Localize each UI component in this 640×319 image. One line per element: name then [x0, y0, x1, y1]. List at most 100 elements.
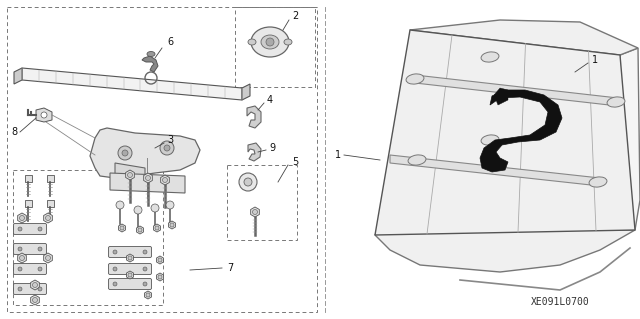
Ellipse shape: [251, 27, 289, 57]
Polygon shape: [375, 30, 635, 235]
Polygon shape: [143, 173, 152, 183]
Circle shape: [33, 298, 38, 302]
Ellipse shape: [589, 177, 607, 187]
Text: 4: 4: [267, 95, 273, 105]
Polygon shape: [620, 48, 640, 230]
FancyBboxPatch shape: [13, 263, 47, 275]
Circle shape: [127, 173, 132, 177]
Circle shape: [128, 256, 132, 260]
Polygon shape: [47, 175, 54, 182]
Text: 9: 9: [269, 143, 275, 153]
Polygon shape: [110, 173, 185, 193]
FancyBboxPatch shape: [13, 243, 47, 255]
Polygon shape: [494, 88, 508, 105]
Circle shape: [19, 256, 24, 261]
Text: 5: 5: [292, 157, 298, 167]
Polygon shape: [47, 200, 54, 207]
Circle shape: [38, 287, 42, 291]
Polygon shape: [31, 280, 39, 290]
Text: 1: 1: [335, 150, 341, 160]
Polygon shape: [145, 291, 152, 299]
Polygon shape: [248, 143, 261, 161]
Circle shape: [164, 145, 170, 151]
Circle shape: [18, 227, 22, 231]
Circle shape: [244, 178, 252, 186]
Circle shape: [160, 141, 174, 155]
Text: 2: 2: [292, 11, 298, 21]
Circle shape: [143, 250, 147, 254]
Ellipse shape: [284, 39, 292, 45]
Polygon shape: [480, 90, 562, 172]
Polygon shape: [154, 224, 161, 232]
Polygon shape: [44, 253, 52, 263]
Circle shape: [118, 146, 132, 160]
Circle shape: [145, 175, 150, 181]
Polygon shape: [410, 20, 638, 55]
Text: 7: 7: [227, 263, 233, 273]
Polygon shape: [127, 271, 134, 279]
Circle shape: [18, 287, 22, 291]
Circle shape: [113, 250, 117, 254]
Circle shape: [170, 223, 174, 227]
Polygon shape: [390, 155, 600, 186]
Polygon shape: [136, 226, 143, 234]
Polygon shape: [242, 84, 250, 100]
Polygon shape: [127, 254, 134, 262]
FancyBboxPatch shape: [13, 284, 47, 294]
Ellipse shape: [248, 39, 256, 45]
Circle shape: [122, 150, 128, 156]
Polygon shape: [44, 213, 52, 223]
Circle shape: [113, 267, 117, 271]
Circle shape: [146, 293, 150, 297]
Circle shape: [113, 282, 117, 286]
Circle shape: [163, 177, 168, 182]
Polygon shape: [90, 128, 200, 178]
Circle shape: [155, 226, 159, 230]
Polygon shape: [251, 207, 259, 217]
Polygon shape: [115, 163, 145, 188]
Polygon shape: [157, 256, 163, 264]
Ellipse shape: [408, 155, 426, 165]
Polygon shape: [24, 200, 31, 207]
Circle shape: [143, 267, 147, 271]
Circle shape: [128, 273, 132, 277]
FancyBboxPatch shape: [13, 224, 47, 234]
Ellipse shape: [481, 135, 499, 145]
Ellipse shape: [607, 97, 625, 107]
Circle shape: [116, 201, 124, 209]
Circle shape: [41, 112, 47, 118]
Polygon shape: [118, 224, 125, 232]
Polygon shape: [157, 273, 163, 281]
Circle shape: [18, 247, 22, 251]
Circle shape: [166, 201, 174, 209]
Circle shape: [253, 210, 257, 214]
FancyBboxPatch shape: [109, 247, 152, 257]
Text: 3: 3: [167, 135, 173, 145]
Polygon shape: [375, 210, 635, 272]
Circle shape: [239, 173, 257, 191]
Circle shape: [158, 275, 162, 279]
Polygon shape: [247, 106, 261, 128]
Ellipse shape: [261, 35, 279, 49]
Polygon shape: [14, 68, 22, 84]
Ellipse shape: [147, 51, 155, 56]
Circle shape: [19, 216, 24, 220]
FancyBboxPatch shape: [109, 278, 152, 290]
Text: 6: 6: [167, 37, 173, 47]
Circle shape: [134, 206, 142, 214]
Ellipse shape: [481, 52, 499, 62]
Circle shape: [45, 216, 51, 220]
Circle shape: [38, 247, 42, 251]
Circle shape: [138, 228, 142, 232]
Polygon shape: [31, 295, 39, 305]
Text: 8: 8: [11, 127, 17, 137]
Ellipse shape: [406, 74, 424, 84]
Circle shape: [120, 226, 124, 230]
Polygon shape: [18, 253, 26, 263]
Text: XE091L0700: XE091L0700: [531, 297, 589, 307]
Polygon shape: [125, 170, 134, 180]
Polygon shape: [415, 75, 618, 106]
Circle shape: [38, 227, 42, 231]
Circle shape: [266, 38, 274, 46]
Circle shape: [33, 283, 38, 287]
